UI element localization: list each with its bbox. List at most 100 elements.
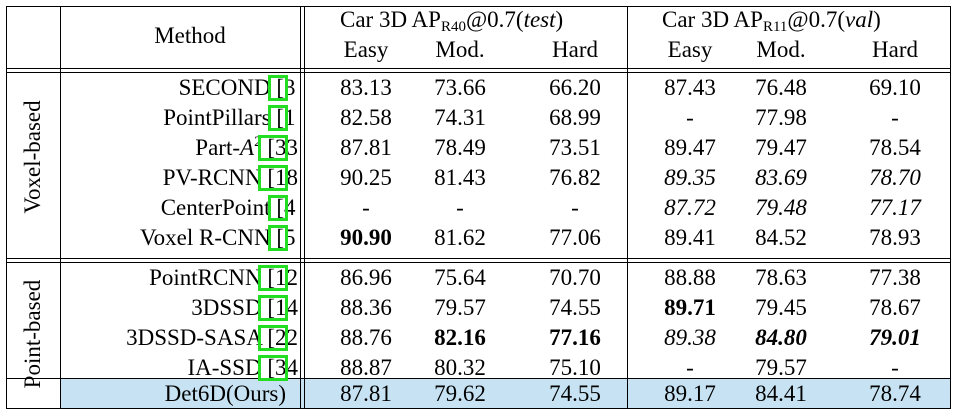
citation-ref[interactable]: 4 [284,195,296,220]
table-cell: 79.62 [434,381,486,406]
column-header: Hard [552,37,598,62]
table-cell: 83.13 [340,75,392,100]
group2-header: Car 3D APR11@0.7(val) [662,6,881,35]
citation-bracket: [ [261,325,275,350]
top-rule [6,6,951,7]
citation-highlight-box [268,225,288,251]
table-cell: 68.99 [549,105,601,130]
citation-ref[interactable]: 1 [284,105,296,130]
table-cell: 70.70 [549,265,601,290]
table-cell: 82.16 [434,325,486,350]
citation-bracket: [ [261,135,275,160]
table-cell: 79.57 [434,295,486,320]
table-cell: 66.20 [549,75,601,100]
method-label: PV-RCNN [162,165,262,190]
table-cell: 77.98 [755,105,807,130]
table-cell: 77.16 [549,325,601,350]
table-cell: 78.93 [869,225,921,250]
table-cell: 79.45 [755,295,807,320]
citation-bracket: [ [270,75,284,100]
table-cell: 89.35 [664,165,716,190]
right-border [950,6,951,408]
table-cell: 75.10 [549,355,601,380]
bottom-rule [6,408,951,409]
table-cell: 84.52 [755,225,807,250]
method-name: 3DSSD [14 [191,294,298,322]
group1-header-pre: Car 3D AP [340,7,441,32]
group-rule-2 [6,262,951,263]
table-cell: 87.72 [664,195,716,220]
table-cell: 74.55 [549,381,601,406]
citation-ref[interactable]: 3 [284,75,296,100]
table-cell: 79.48 [755,195,807,220]
table-cell: 88.36 [340,295,392,320]
table-cell: 78.67 [869,295,921,320]
table-cell: 84.41 [755,381,807,406]
table-cell: 77.17 [869,195,921,220]
method-name: Det6D(Ours) [165,380,286,408]
method-label: Voxel R-CNN [140,225,271,250]
citation-bracket: [ [261,295,275,320]
citation-highlight-box [268,105,288,131]
method-label: 3DSSD-SASA [126,325,262,350]
table-cell: 69.10 [869,75,921,100]
table-cell: 81.43 [434,165,486,190]
table-cell: - [686,105,694,130]
table-cell: 89.71 [664,295,716,320]
column-header: Hard [872,37,918,62]
citation-bracket: [ [261,355,275,380]
table-cell: - [891,355,899,380]
table-cell: 77.06 [549,225,601,250]
citation-highlight-box [258,355,288,381]
table-cell: 77.38 [869,265,921,290]
method-label: PointPillars [163,105,271,130]
table-cell: 79.57 [755,355,807,380]
column-header: Mod. [435,37,485,62]
table-cell: 89.41 [664,225,716,250]
method-name: CenterPoint [4 [161,194,298,222]
method-math-sup: 2 [254,134,262,150]
table-cell: 78.74 [869,381,921,406]
citation-highlight-box [258,135,288,161]
group2-header-post: @0.7( [787,7,845,32]
method-divider-2 [304,6,305,408]
table-cell: 80.32 [434,355,486,380]
method-name: PV-RCNN [18 [163,164,298,192]
citation-bracket: [ [270,225,284,250]
group2-header-tag: val [845,7,874,32]
citation-ref[interactable]: 5 [284,225,296,250]
table-cell: 81.62 [434,225,486,250]
table-cell: 82.58 [340,105,392,130]
table-cell: 84.80 [755,325,807,350]
group2-header-sub: R11 [762,19,788,35]
table-cell: 74.55 [549,295,601,320]
group-divider [60,6,61,408]
citation-highlight-box [258,265,288,291]
table-cell: - [362,195,370,220]
method-label: IA-SSD [187,355,262,380]
method-label: SECOND [178,75,271,100]
table-cell: 74.31 [434,105,486,130]
table-cell: 87.81 [340,135,392,160]
table-cell: 73.51 [549,135,601,160]
table-cell: 76.82 [549,165,601,190]
method-math: A [240,135,255,160]
table-cell: 89.17 [664,381,716,406]
left-border [6,6,7,408]
method-name: SECOND [3 [179,74,298,102]
table-cell: 88.76 [340,325,392,350]
citation-bracket: [ [270,195,284,220]
table-cell: 88.88 [664,265,716,290]
method-name: Voxel R-CNN [5 [140,224,298,252]
group-rule-1 [6,258,951,259]
group2-header-close: ) [873,7,881,32]
table-cell: 88.87 [340,355,392,380]
highlighted-row-background [60,378,951,408]
header-rule-1 [6,68,951,69]
citation-highlight-box [268,75,288,101]
table-cell: 76.48 [755,75,807,100]
table-cell: - [456,195,464,220]
table-cell: 90.90 [340,225,392,250]
method-header: Method [154,23,226,48]
column-header: Easy [667,37,713,62]
